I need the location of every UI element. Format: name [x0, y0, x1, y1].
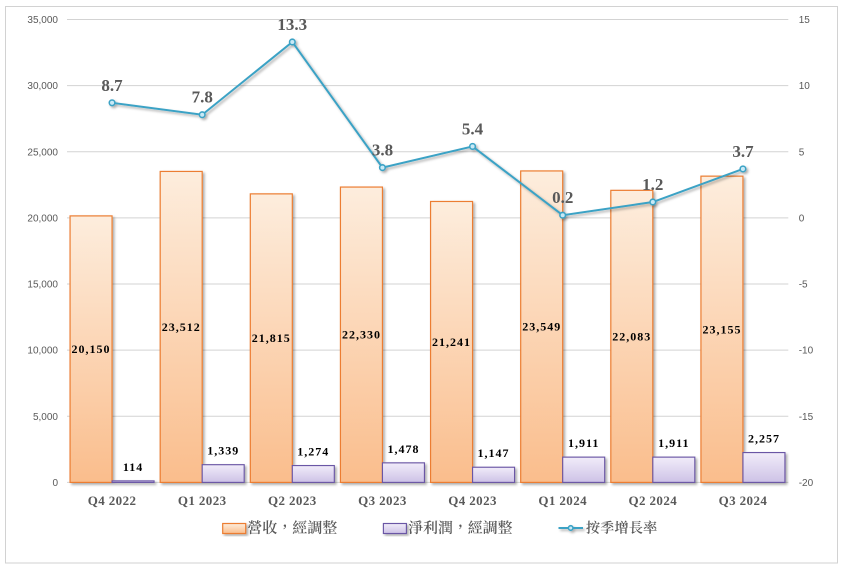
svg-text:20,000: 20,000 [27, 213, 58, 224]
svg-text:15: 15 [799, 15, 811, 26]
svg-text:1,147: 1,147 [478, 446, 510, 460]
svg-text:Q2 2023: Q2 2023 [268, 493, 317, 508]
svg-text:Q4 2023: Q4 2023 [448, 493, 497, 508]
svg-text:0: 0 [52, 478, 58, 489]
svg-text:7.8: 7.8 [192, 88, 213, 107]
svg-text:10,000: 10,000 [27, 346, 58, 357]
svg-text:23,549: 23,549 [522, 320, 561, 334]
svg-text:13.3: 13.3 [277, 15, 307, 34]
svg-text:1,478: 1,478 [387, 442, 419, 456]
svg-text:20,150: 20,150 [72, 342, 111, 356]
svg-text:Q3 2024: Q3 2024 [719, 493, 768, 508]
svg-text:3.8: 3.8 [372, 141, 393, 160]
svg-text:22,083: 22,083 [612, 329, 651, 343]
svg-text:3.7: 3.7 [732, 142, 754, 161]
svg-text:1,274: 1,274 [297, 445, 329, 459]
svg-text:30,000: 30,000 [27, 81, 58, 92]
svg-text:2,257: 2,257 [748, 432, 780, 446]
svg-text:1,911: 1,911 [568, 436, 599, 450]
svg-text:1.2: 1.2 [642, 175, 663, 194]
svg-text:Q1 2024: Q1 2024 [538, 493, 587, 508]
svg-text:15,000: 15,000 [27, 280, 58, 291]
svg-text:-10: -10 [799, 346, 814, 357]
svg-text:10: 10 [799, 81, 811, 92]
svg-text:23,155: 23,155 [702, 322, 741, 336]
svg-text:22,330: 22,330 [342, 328, 381, 342]
svg-text:8.7: 8.7 [101, 76, 123, 95]
svg-text:5,000: 5,000 [33, 412, 58, 423]
svg-text:21,815: 21,815 [252, 331, 291, 345]
svg-text:0: 0 [799, 213, 805, 224]
svg-text:Q4 2022: Q4 2022 [88, 493, 137, 508]
svg-text:Q1 2023: Q1 2023 [178, 493, 227, 508]
svg-text:5.4: 5.4 [462, 119, 484, 138]
svg-text:35,000: 35,000 [27, 15, 58, 26]
svg-text:Q2 2024: Q2 2024 [628, 493, 677, 508]
svg-text:0.2: 0.2 [552, 188, 573, 207]
svg-text:Q3 2023: Q3 2023 [358, 493, 407, 508]
svg-text:5: 5 [799, 147, 805, 158]
svg-text:25,000: 25,000 [27, 147, 58, 158]
svg-text:1,911: 1,911 [658, 436, 689, 450]
svg-text:1,339: 1,339 [207, 444, 239, 458]
svg-text:-15: -15 [799, 412, 814, 423]
svg-text:21,241: 21,241 [432, 335, 471, 349]
svg-text:-20: -20 [799, 478, 814, 489]
svg-text:23,512: 23,512 [162, 320, 201, 334]
svg-text:-5: -5 [799, 280, 808, 291]
svg-text:114: 114 [123, 460, 143, 474]
